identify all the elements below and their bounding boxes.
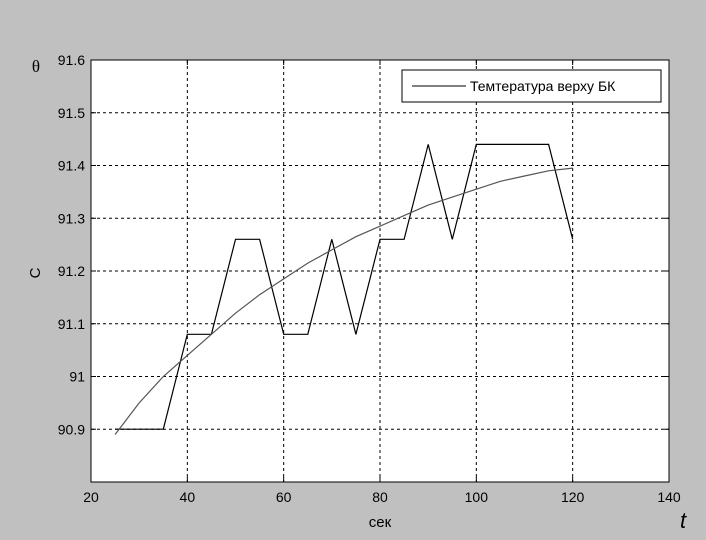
- y-tick-label: 90.9: [58, 421, 85, 437]
- y-tick-label: 91.6: [58, 52, 85, 68]
- x-tick-label: 80: [372, 489, 388, 505]
- y-tick-label: 91.5: [58, 105, 85, 121]
- series-line-trend: [114, 167, 573, 435]
- y-axis-label: C: [27, 267, 44, 278]
- x-tick-label: 120: [561, 489, 585, 505]
- x-axis-label: сек: [369, 514, 392, 531]
- t-label: t: [680, 508, 687, 533]
- y-tick-label: 91.2: [58, 263, 85, 279]
- x-tick-label: 60: [276, 489, 292, 505]
- series-line-temperature: [115, 143, 574, 430]
- y-tick-label: 91.4: [58, 158, 85, 174]
- y-tick-label: 91.3: [58, 210, 85, 226]
- theta-label: θ: [32, 57, 40, 76]
- x-tick-label: 20: [83, 489, 99, 505]
- tick-labels: 20 40 60 80 100 120 140 90.9 91 91.1 91.2 91.3 91.4 9…: [58, 52, 681, 505]
- y-tick-label: 91: [69, 369, 85, 385]
- x-tick-label: 40: [180, 489, 196, 505]
- grid-lines: [91, 60, 669, 482]
- x-tick-label: 100: [465, 489, 489, 505]
- y-tick-label: 91.1: [58, 316, 85, 332]
- legend-label: Темтература верху БК: [470, 78, 616, 94]
- tick-marks: [90, 59, 670, 482]
- series-layer: [114, 143, 574, 435]
- legend: Темтература верху БК: [401, 69, 662, 103]
- x-tick-label: 140: [657, 489, 681, 505]
